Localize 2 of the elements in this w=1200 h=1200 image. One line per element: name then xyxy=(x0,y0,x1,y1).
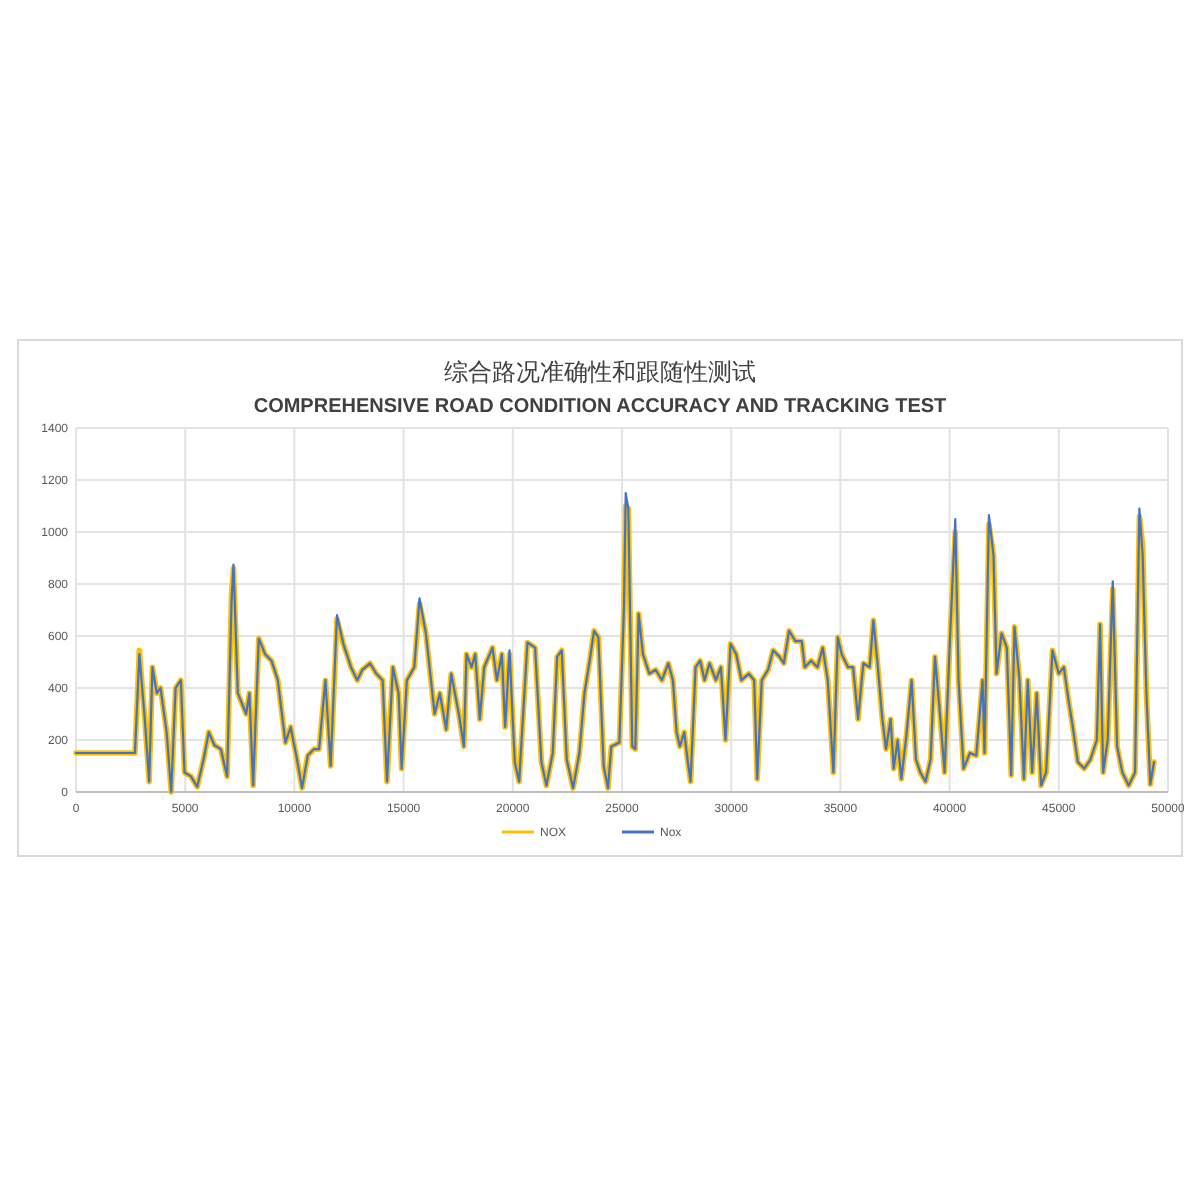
chart-subtitle: COMPREHENSIVE ROAD CONDITION ACCURACY AND TRACKING TEST xyxy=(253,396,947,418)
chart-title: 综合路况准确性和跟随性测试 xyxy=(444,358,756,386)
